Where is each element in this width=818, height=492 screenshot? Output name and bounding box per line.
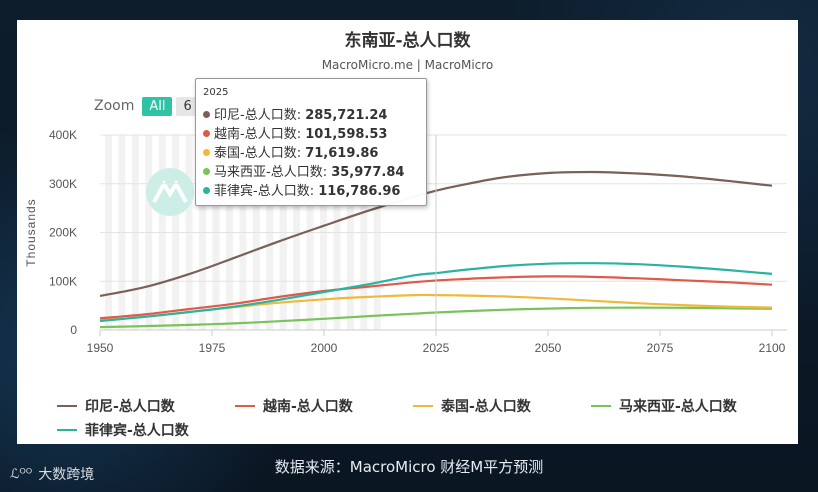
legend-label: 越南-总人口数 xyxy=(263,399,353,415)
legend-label: 马来西亚-总人口数 xyxy=(619,399,737,415)
legend-label: 印尼-总人口数 xyxy=(85,399,175,415)
tooltip-row: 泰国-总人口数: 71,619.86 xyxy=(203,142,378,161)
legend-swatch xyxy=(235,405,255,407)
y-tick-label: 0 xyxy=(70,323,77,337)
legend-swatch xyxy=(57,405,77,407)
brand-logo: ℒᴼᴼ 大数跨境 xyxy=(10,464,94,484)
chart-title: 东南亚-总人口数 xyxy=(344,31,471,51)
chart-tooltip: 2025 印尼-总人口数: 285,721.24 越南-总人口数: 101,59… xyxy=(195,78,427,206)
tooltip-header: 2025 xyxy=(203,87,229,98)
tooltip-row: 菲律宾-总人口数: 116,786.96 xyxy=(203,180,400,199)
tooltip-value: 116,786.96 xyxy=(318,184,401,199)
chart-legend: 印尼-总人口数 越南-总人口数 泰国-总人口数 马来西亚-总人口数 菲律宾-总人… xyxy=(17,390,798,444)
x-tick-label: 2050 xyxy=(535,341,562,355)
tooltip-label: 泰国-总人口数: xyxy=(214,146,306,161)
tooltip-row: 马来西亚-总人口数: 35,977.84 xyxy=(203,161,404,180)
legend-item-philippines[interactable]: 菲律宾-总人口数 xyxy=(57,420,189,440)
brand-mark-icon: ℒᴼᴼ xyxy=(10,466,33,482)
y-tick-label: 300K xyxy=(49,177,77,191)
tooltip-value: 35,977.84 xyxy=(331,165,405,180)
tooltip-label: 印尼-总人口数: xyxy=(214,108,306,123)
y-tick-label: 400K xyxy=(49,128,77,142)
legend-swatch xyxy=(413,405,433,407)
x-tick-label: 2075 xyxy=(647,341,674,355)
tooltip-dot-icon xyxy=(203,187,210,194)
legend-item-malaysia[interactable]: 马来西亚-总人口数 xyxy=(591,396,737,416)
zoom-label: Zoom xyxy=(94,98,135,114)
x-tick-label: 1950 xyxy=(87,341,114,355)
x-tick-label: 2100 xyxy=(759,341,786,355)
tooltip-label: 越南-总人口数: xyxy=(214,127,306,142)
tooltip-value: 101,598.53 xyxy=(305,127,388,142)
tooltip-label: 马来西亚-总人口数: xyxy=(214,165,332,180)
tooltip-dot-icon xyxy=(203,130,210,137)
chart-subtitle: MacroMicro.me | MacroMicro xyxy=(321,58,494,72)
y-axis-title: Thousands xyxy=(24,198,38,266)
legend-item-vietnam[interactable]: 越南-总人口数 xyxy=(235,396,353,416)
tooltip-label: 菲律宾-总人口数: xyxy=(214,184,319,199)
zoom-6-button[interactable]: 6 xyxy=(176,96,199,116)
tooltip-dot-icon xyxy=(203,111,210,118)
legend-swatch xyxy=(57,429,77,431)
source-caption: 数据来源：MacroMicro 财经M平方预测 xyxy=(274,458,544,476)
tooltip-value: 285,721.24 xyxy=(305,108,388,123)
watermark-logo-mark xyxy=(152,180,188,203)
x-tick-label: 2025 xyxy=(423,341,450,355)
legend-swatch xyxy=(591,405,611,407)
legend-label: 菲律宾-总人口数 xyxy=(85,423,189,439)
x-tick-label: 2000 xyxy=(311,341,338,355)
zoom-all-button[interactable]: All xyxy=(142,96,173,116)
tooltip-value: 71,619.86 xyxy=(305,146,379,161)
legend-item-indonesia[interactable]: 印尼-总人口数 xyxy=(57,396,175,416)
y-tick-label: 200K xyxy=(49,226,77,240)
tooltip-dot-icon xyxy=(203,149,210,156)
brand-name: 大数跨境 xyxy=(38,467,95,483)
tooltip-row: 印尼-总人口数: 285,721.24 xyxy=(203,104,387,123)
chart-card: 东南亚-总人口数 MacroMicro.me | MacroMicro Zoom… xyxy=(17,20,798,444)
zoom-controls: Zoom All 6 xyxy=(94,95,203,117)
y-tick-label: 100K xyxy=(49,274,77,288)
legend-item-thailand[interactable]: 泰国-总人口数 xyxy=(413,396,531,416)
tooltip-row: 越南-总人口数: 101,598.53 xyxy=(203,123,387,142)
x-tick-label: 1975 xyxy=(199,341,226,355)
legend-label: 泰国-总人口数 xyxy=(441,399,531,415)
tooltip-dot-icon xyxy=(203,168,210,175)
